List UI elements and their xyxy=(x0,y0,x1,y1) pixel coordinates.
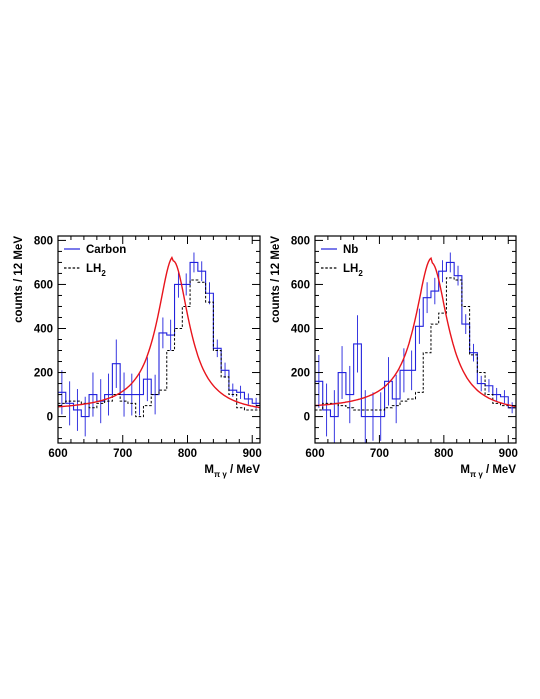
y-tick-label: 200 xyxy=(34,368,53,380)
legend-label: Carbon xyxy=(86,244,126,256)
x-tick-label: 600 xyxy=(305,448,324,460)
plot-area xyxy=(315,252,516,443)
x-tick-label: 900 xyxy=(243,448,262,460)
x-axis-label: Mπ γ / MeV xyxy=(204,464,260,479)
legend-label-main: Carbon xyxy=(86,244,126,256)
y-tick-label: 200 xyxy=(291,368,310,380)
fit-curve xyxy=(58,256,260,409)
left-panel: 600 700 800 900 0 200 400 600 800 counts / 12 MeV… xyxy=(13,235,262,479)
x-tick-label: 900 xyxy=(499,448,518,460)
LH-histogram xyxy=(58,279,260,418)
x-tick-label: 700 xyxy=(113,448,132,460)
x-axis-label-sub: π γ xyxy=(214,470,227,479)
y-tick-label: 600 xyxy=(34,279,53,291)
y-tick-label: 800 xyxy=(291,235,310,247)
legend-label-main: LH xyxy=(343,263,358,275)
y-tick-label: 0 xyxy=(47,412,53,424)
right-panel: 600 700 800 900 0 200 400 600 800 counts / 12 MeV… xyxy=(270,235,518,479)
legend-label-main: LH xyxy=(86,263,101,275)
x-axis-label-main: M xyxy=(204,464,214,476)
legend-label-main: Nb xyxy=(343,244,358,256)
x-tick-label: 600 xyxy=(48,448,67,460)
x-axis-label: Mπ γ / MeV xyxy=(460,464,516,479)
legend-label-sub: 2 xyxy=(101,269,106,278)
LH-histogram xyxy=(315,277,516,411)
x-axis-label-main: M xyxy=(460,464,470,476)
y-tick-label: 0 xyxy=(304,412,310,424)
legend-label: Nb xyxy=(343,244,358,256)
fit-curve xyxy=(315,256,516,408)
y-tick-label: 400 xyxy=(291,323,310,335)
y-axis-label: counts / 12 MeV xyxy=(13,236,25,323)
x-tick-label: 800 xyxy=(178,448,197,460)
legend-label-sub: 2 xyxy=(358,269,363,278)
y-tick-label: 400 xyxy=(34,323,53,335)
y-axis-label: counts / 12 MeV xyxy=(270,236,282,323)
x-tick-label: 700 xyxy=(370,448,389,460)
x-tick-label: 800 xyxy=(434,448,453,460)
plot-area xyxy=(58,252,260,437)
y-tick-label: 800 xyxy=(34,235,53,247)
legend-label: LH2 xyxy=(343,263,363,278)
legend-label: LH2 xyxy=(86,263,106,278)
x-axis-label-sub: π γ xyxy=(470,470,483,479)
x-axis-label-unit: / MeV xyxy=(227,464,261,476)
y-tick-label: 600 xyxy=(291,279,310,291)
x-axis-label-unit: / MeV xyxy=(483,464,517,476)
